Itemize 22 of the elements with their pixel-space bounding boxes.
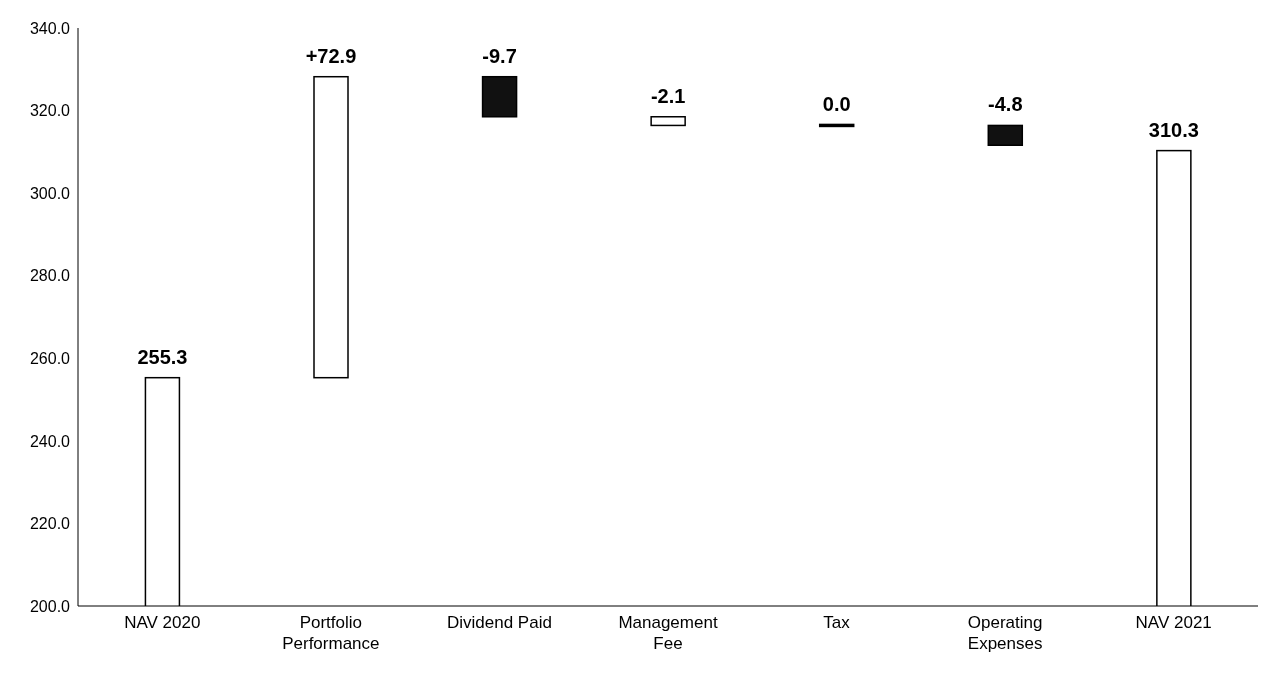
data-label: -2.1 [650,84,686,107]
x-tick-label: Dividend Paid [446,613,552,632]
y-tick-label: 340.0 [29,19,71,37]
y-tick-label: 300.0 [29,184,71,202]
x-tick-label: NAV 2020 [124,613,201,632]
x-tick-label: Management Fee [618,613,718,653]
data-label: +72.9 [305,44,357,67]
y-tick-label: 280.0 [29,267,71,285]
x-tick-label: Operating Expenses [967,613,1043,653]
x-tick-label: NAV 2021 [1135,613,1212,632]
x-tick-label: Tax [823,613,851,632]
data-label: -4.8 [988,93,1023,116]
y-tick-label: 260.0 [29,349,71,367]
data-label: -9.7 [482,44,517,67]
data-label: 255.3 [137,345,188,368]
y-tick-label: 320.0 [29,102,71,120]
y-tick-label: 220.0 [29,515,71,533]
y-tick-label: 200.0 [29,597,71,615]
data-label: 310.3 [1148,118,1199,141]
data-label: 0.0 [822,93,851,116]
y-tick-label: 240.0 [29,432,71,450]
x-tick-label: Portfolio Performance [282,613,380,653]
